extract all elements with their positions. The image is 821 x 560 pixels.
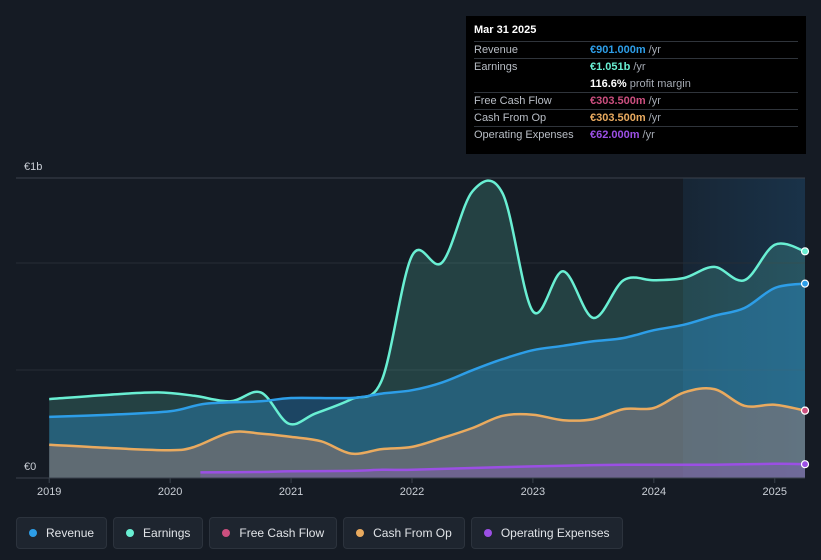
tooltip-row-label: Revenue bbox=[474, 44, 519, 56]
tooltip-row: Earnings €1.051b/yr bbox=[474, 58, 798, 75]
x-tick-label: 2025 bbox=[763, 486, 787, 498]
tooltip: Mar 31 2025 Revenue €901.000m/yr Earnings €… bbox=[466, 16, 806, 154]
x-tick-label: 2024 bbox=[642, 486, 666, 498]
legend-dot-icon bbox=[483, 529, 492, 537]
legend-label: Free Cash Flow bbox=[239, 526, 325, 540]
legend-dot-icon bbox=[126, 529, 135, 537]
forecast-region bbox=[683, 178, 805, 478]
series-areas bbox=[49, 180, 805, 478]
operating-expenses-endpoint bbox=[800, 460, 810, 469]
free-cash-flow-endpoint bbox=[800, 406, 810, 415]
tooltip-row-label: Free Cash Flow bbox=[474, 95, 552, 107]
tooltip-row-value: €303.500m bbox=[590, 95, 646, 107]
legend-label: Earnings bbox=[143, 526, 191, 540]
legend-item-operating-expenses[interactable]: Operating Expenses bbox=[470, 517, 623, 549]
earnings-endpoint bbox=[800, 247, 810, 256]
legend-item-free-cash-flow[interactable]: Free Cash Flow bbox=[209, 517, 338, 549]
series-lines bbox=[49, 179, 806, 474]
tooltip-row-unit: /yr bbox=[648, 95, 661, 107]
tooltip-row-label: Earnings bbox=[474, 61, 518, 73]
tooltip-row-unit: /yr bbox=[642, 129, 655, 141]
free-cash-flow-area bbox=[49, 388, 805, 478]
y-tick-zero: €0 bbox=[24, 461, 36, 473]
revenue-area bbox=[49, 283, 805, 478]
tooltip-row-value: €901.000m bbox=[590, 44, 646, 56]
tooltip-row-value: 116.6% bbox=[590, 77, 627, 90]
tooltip-row-label: Operating Expenses bbox=[474, 129, 574, 141]
tooltip-row-unit: /yr bbox=[648, 112, 661, 124]
x-tick-label: 2022 bbox=[400, 486, 424, 498]
x-tick-label: 2023 bbox=[521, 486, 545, 498]
legend-label: Cash From Op bbox=[373, 526, 452, 540]
legend-item-earnings[interactable]: Earnings bbox=[113, 517, 204, 549]
x-tick-label: 2019 bbox=[37, 486, 61, 498]
x-tick-label: 2021 bbox=[279, 486, 303, 498]
legend: Revenue Earnings Free Cash Flow Cash From O… bbox=[16, 517, 623, 549]
legend-dot-icon bbox=[222, 529, 231, 537]
revenue-line bbox=[49, 282, 806, 419]
tooltip-date: Mar 31 2025 bbox=[474, 24, 537, 36]
cash-from-op-line bbox=[49, 387, 806, 456]
earnings-area bbox=[49, 180, 805, 478]
cash-from-op-area bbox=[49, 388, 805, 478]
legend-dot-icon bbox=[356, 529, 365, 537]
tooltip-row-value: €303.500m bbox=[590, 112, 646, 124]
series-endpoints bbox=[800, 247, 810, 469]
tooltip-row: 116.6% profit margin bbox=[474, 75, 798, 92]
tooltip-row-unit: profit margin bbox=[629, 77, 691, 90]
chart-area: €1b €0 2019 2020 2021 2022 2023 2024 2025 bbox=[16, 161, 810, 498]
tooltip-row-unit: /yr bbox=[648, 44, 661, 56]
x-tick-label: 2020 bbox=[158, 486, 182, 498]
tooltip-row-value: €62.000m bbox=[590, 129, 640, 141]
legend-label: Revenue bbox=[46, 526, 95, 540]
revenue-endpoint bbox=[800, 279, 810, 288]
legend-dot-icon bbox=[29, 529, 37, 537]
legend-item-revenue[interactable]: Revenue bbox=[16, 517, 108, 549]
tooltip-row-value: €1.051b bbox=[590, 61, 631, 73]
legend-label: Operating Expenses bbox=[500, 526, 610, 540]
x-axis-ticks: 2019 2020 2021 2022 2023 2024 2025 bbox=[37, 478, 787, 498]
tooltip-row: Revenue €901.000m/yr bbox=[474, 41, 798, 58]
tooltip-row: Operating Expenses €62.000m/yr bbox=[474, 126, 798, 143]
legend-item-cash-from-op[interactable]: Cash From Op bbox=[343, 517, 465, 549]
tooltip-row: Free Cash Flow €303.500m/yr bbox=[474, 92, 798, 109]
tooltip-rows: Revenue €901.000m/yr Earnings €1.051b/yr 116… bbox=[474, 41, 798, 143]
operating-expenses-line bbox=[200, 462, 806, 474]
operating-expenses-area bbox=[200, 463, 805, 478]
tooltip-row-unit: /yr bbox=[633, 61, 646, 73]
y-tick-top: €1b bbox=[24, 161, 42, 173]
tooltip-row-label: Cash From Op bbox=[474, 112, 547, 124]
tooltip-row: Cash From Op €303.500m/yr bbox=[474, 109, 798, 126]
